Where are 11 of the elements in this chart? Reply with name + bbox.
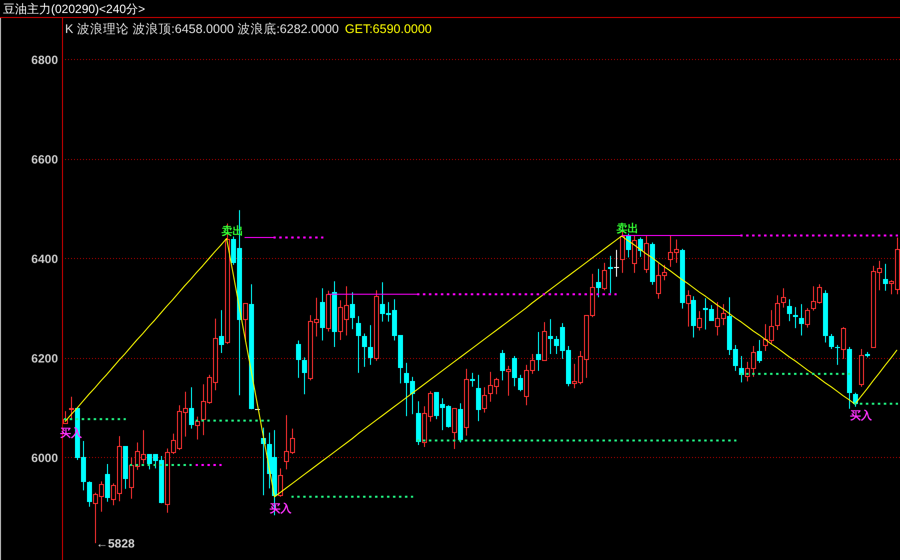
y-tick-label: 6600 [31,152,58,166]
y-tick-label: 6800 [31,52,58,67]
y-tick-label: 6000 [31,450,58,465]
y-tick-label: 6200 [31,351,58,366]
chart-subtitle: K 波浪理论 波浪顶:6458.0000 波浪底:6282.0000 [65,21,339,36]
text: ←5828 [96,536,135,551]
data-label: 买入 [850,409,874,422]
annotation: GET:6590.0000 [344,22,432,36]
chart-title: 豆油主力(020290)<240分> [3,2,146,16]
y-tick-label: 6400 [31,252,58,266]
data-label: 卖出 [616,222,639,235]
